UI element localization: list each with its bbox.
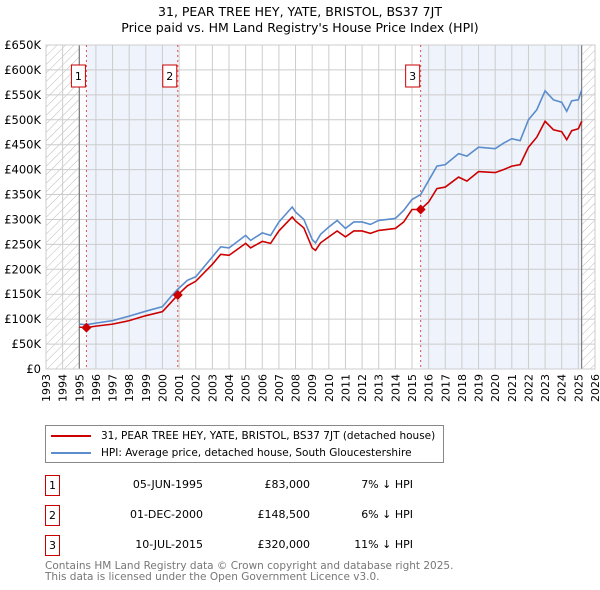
x-tick-label: 1998 xyxy=(123,374,136,402)
sale-row: 3 10-JUL-2015 £320,000 11% ↓ HPI xyxy=(45,535,465,556)
x-tick-label: 2016 xyxy=(423,374,436,402)
sale-row: 1 05-JUN-1995 £83,000 7% ↓ HPI xyxy=(45,475,465,496)
y-tick-label: £450K xyxy=(4,138,41,152)
sale-date: 01-DEC-2000 xyxy=(129,508,203,521)
x-tick-label: 2020 xyxy=(489,374,502,402)
footer-copyright: Contains HM Land Registry data © Crown c… xyxy=(45,560,454,572)
x-tick-label: 1993 xyxy=(40,374,53,402)
sale-date: 05-JUN-1995 xyxy=(132,478,203,491)
x-tick-label: 1997 xyxy=(107,374,120,402)
x-tick-label: 2010 xyxy=(323,374,336,402)
x-tick-label: 1995 xyxy=(73,374,86,402)
y-tick-label: £100K xyxy=(4,312,41,326)
x-tick-label: 2022 xyxy=(522,374,535,402)
x-tick-label: 2012 xyxy=(356,374,369,402)
x-tick-label: 2006 xyxy=(256,374,269,402)
y-tick-label: £200K xyxy=(4,262,41,276)
y-tick-label: £600K xyxy=(4,63,41,77)
sale-hpi-diff: 6% ↓ HPI xyxy=(361,508,413,521)
y-tick-label: £500K xyxy=(4,113,41,127)
chart-title: 31, PEAR TREE HEY, YATE, BRISTOL, BS37 7… xyxy=(158,4,442,19)
plot-border xyxy=(45,44,596,370)
property-price-line xyxy=(79,119,583,329)
sale-point xyxy=(81,322,92,333)
sale-row: 2 01-DEC-2000 £148,500 6% ↓ HPI xyxy=(45,505,465,526)
x-tick-label: 2021 xyxy=(506,374,519,402)
x-tick-label: 2017 xyxy=(439,374,452,402)
y-tick-label: £350K xyxy=(4,188,41,202)
x-tick-label: 2015 xyxy=(406,374,419,402)
price-chart: 1993 1994 1995 1996 1997 1998 1999 2000 2001 2002… xyxy=(4,38,600,402)
x-tick-label: 1994 xyxy=(57,374,70,402)
legend: 31, PEAR TREE HEY, YATE, BRISTOL, BS37 7… xyxy=(45,425,444,463)
x-tick-label: 2001 xyxy=(173,374,186,402)
x-tick-label: 1999 xyxy=(140,374,153,402)
chart-subtitle: Price paid vs. HM Land Registry's House … xyxy=(121,20,479,35)
x-tick-label: 2011 xyxy=(339,374,352,402)
y-tick-label: £150K xyxy=(4,287,41,301)
x-tick-label: 2008 xyxy=(290,374,303,402)
shaded-period xyxy=(420,45,582,369)
sale-marker-label: 2 xyxy=(45,505,60,526)
sale-hpi-diff: 7% ↓ HPI xyxy=(361,478,413,491)
legend-item-property: 31, PEAR TREE HEY, YATE, BRISTOL, BS37 7… xyxy=(51,429,435,443)
sale-label: 1 xyxy=(75,70,82,83)
sale-marker-label: 1 xyxy=(45,475,60,496)
x-tick-label: 1996 xyxy=(90,374,103,402)
y-tick-label: £0 xyxy=(26,362,41,376)
x-tick-label: 2019 xyxy=(473,374,486,402)
legend-label: HPI: Average price, detached house, Sout… xyxy=(101,447,412,459)
sale-price: £148,500 xyxy=(257,508,311,521)
x-tick-label: 2013 xyxy=(373,374,386,402)
sale-date: 10-JUL-2015 xyxy=(135,538,203,551)
x-tick-label: 2024 xyxy=(556,374,569,402)
sale-label: 3 xyxy=(409,70,416,83)
y-tick-label: £400K xyxy=(4,163,41,177)
sale-label-box xyxy=(405,64,421,88)
sale-point xyxy=(172,289,183,300)
y-tick-label: £650K xyxy=(4,38,41,52)
y-tick-label: £550K xyxy=(4,88,41,102)
hatched-period xyxy=(581,45,595,369)
hpi-line xyxy=(79,89,583,326)
legend-item-hpi: HPI: Average price, detached house, Sout… xyxy=(51,446,412,460)
sale-label-box xyxy=(162,64,178,88)
y-tick-label: £250K xyxy=(4,237,41,251)
legend-swatch-red xyxy=(51,435,91,437)
x-tick-label: 2026 xyxy=(589,374,600,402)
x-tick-label: 2023 xyxy=(539,374,552,402)
sale-label-box xyxy=(70,64,86,88)
x-tick-label: 2009 xyxy=(306,374,319,402)
x-tick-label: 2025 xyxy=(572,374,585,402)
sale-price: £83,000 xyxy=(264,478,311,491)
x-tick-label: 2002 xyxy=(190,374,203,402)
x-tick-label: 2000 xyxy=(156,374,169,402)
legend-swatch-blue xyxy=(51,452,91,454)
x-tick-label: 2014 xyxy=(389,374,402,402)
y-tick-label: £300K xyxy=(4,212,41,226)
sale-marker-label: 3 xyxy=(45,535,60,556)
sale-hpi-diff: 11% ↓ HPI xyxy=(354,538,413,551)
sale-point xyxy=(415,204,426,215)
legend-label: 31, PEAR TREE HEY, YATE, BRISTOL, BS37 7… xyxy=(101,430,436,442)
x-tick-label: 2003 xyxy=(206,374,219,402)
x-tick-label: 2018 xyxy=(456,374,469,402)
x-tick-label: 2007 xyxy=(273,374,286,402)
x-tick-label: 2005 xyxy=(240,374,253,402)
x-tick-label: 2004 xyxy=(223,374,236,402)
sale-label: 2 xyxy=(166,70,173,83)
footer-licence: This data is licensed under the Open Gov… xyxy=(45,571,380,583)
sale-price: £320,000 xyxy=(257,538,311,551)
y-tick-label: £50K xyxy=(12,337,42,351)
